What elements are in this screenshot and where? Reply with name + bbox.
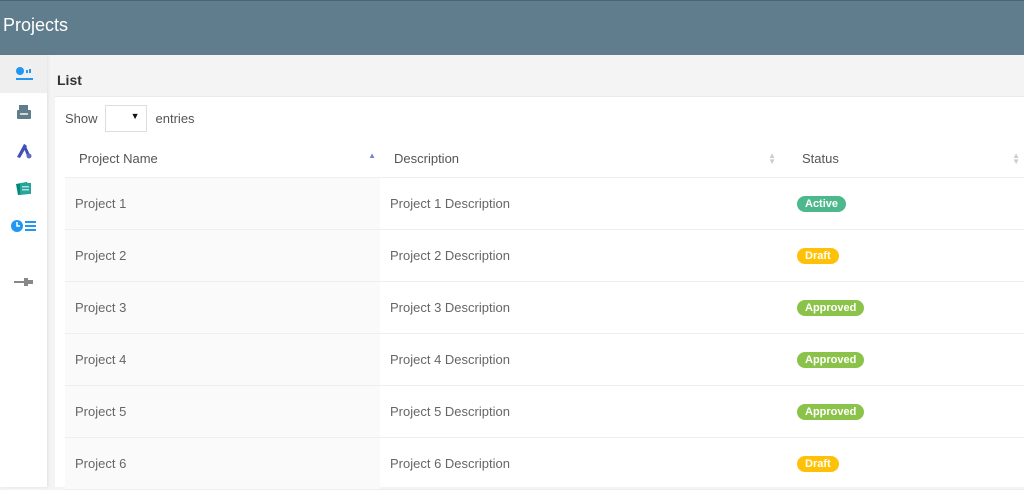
status-cell: Draft xyxy=(780,437,1024,490)
projects-table: Project Name ▲ Description ▲ ▼ Status ▲ ▼ Pro… xyxy=(65,141,1024,490)
sort-icon: ▲ ▼ xyxy=(768,151,776,166)
pin-icon xyxy=(13,278,33,286)
clock-list-icon xyxy=(10,220,36,232)
status-badge: Draft xyxy=(797,247,839,264)
sidebar-item-tools[interactable] xyxy=(0,131,47,169)
status-badge: Approved xyxy=(797,403,865,420)
app-header: Projects xyxy=(0,0,1024,55)
dashboard-icon xyxy=(15,67,33,80)
page-title: Projects xyxy=(3,15,69,35)
column-header-status[interactable]: Status ▲ ▼ xyxy=(780,141,1024,178)
description-cell: Project 2 Description xyxy=(380,229,780,282)
show-label: Show xyxy=(65,111,98,126)
entries-length-control: Show ▼ entries xyxy=(65,105,195,132)
column-header-project-name[interactable]: Project Name ▲ xyxy=(65,141,380,178)
column-label: Status xyxy=(802,151,839,167)
table-row[interactable]: Project 3 Project 3 Description Approved xyxy=(65,281,1024,334)
project-name-cell: Project 2 xyxy=(65,229,380,282)
status-badge: Active xyxy=(797,195,847,212)
table-row[interactable]: Project 6 Project 6 Description Draft xyxy=(65,437,1024,490)
sidebar-pin-button[interactable] xyxy=(0,263,47,301)
description-cell: Project 1 Description xyxy=(380,177,780,230)
column-label: Project Name xyxy=(79,151,158,167)
list-title: List xyxy=(57,72,82,88)
sidebar xyxy=(0,55,47,487)
status-cell: Active xyxy=(780,177,1024,230)
sidebar-item-schedule[interactable] xyxy=(0,207,47,245)
column-label: Description xyxy=(394,151,460,167)
main-content: List Show ▼ entries Project Name ▲ Descri… xyxy=(47,55,1024,490)
status-cell: Approved xyxy=(780,281,1024,334)
entries-select[interactable]: ▼ xyxy=(104,105,147,132)
project-name-cell: Project 1 xyxy=(65,177,380,230)
tools-icon xyxy=(16,144,31,159)
list-card: Show ▼ entries Project Name ▲ Description… xyxy=(55,96,1024,490)
printer-icon xyxy=(16,105,31,119)
table-row[interactable]: Project 4 Project 4 Description Approved xyxy=(65,333,1024,386)
description-cell: Project 4 Description xyxy=(380,333,780,386)
column-header-description[interactable]: Description ▲ ▼ xyxy=(380,141,780,178)
project-name-cell: Project 4 xyxy=(65,333,380,386)
description-cell: Project 6 Description xyxy=(380,437,780,490)
sidebar-item-notes[interactable] xyxy=(0,169,47,207)
status-badge: Approved xyxy=(797,351,865,368)
status-cell: Approved xyxy=(780,333,1024,386)
table-row[interactable]: Project 1 Project 1 Description Active xyxy=(65,177,1024,230)
status-badge: Draft xyxy=(797,455,839,472)
table-row[interactable]: Project 2 Project 2 Description Draft xyxy=(65,229,1024,282)
sidebar-item-print[interactable] xyxy=(0,93,47,131)
status-cell: Draft xyxy=(780,229,1024,282)
table-row[interactable]: Project 5 Project 5 Description Approved xyxy=(65,385,1024,438)
project-name-cell: Project 6 xyxy=(65,437,380,490)
status-badge: Approved xyxy=(797,299,865,316)
description-cell: Project 5 Description xyxy=(380,385,780,438)
entries-label: entries xyxy=(155,111,195,126)
project-name-cell: Project 5 xyxy=(65,385,380,438)
caret-down-icon: ▼ xyxy=(130,111,140,121)
status-cell: Approved xyxy=(780,385,1024,438)
sidebar-item-dashboard[interactable] xyxy=(0,55,47,93)
sort-asc-icon: ▲ xyxy=(368,151,376,160)
sort-icon: ▲ ▼ xyxy=(1012,151,1020,166)
description-cell: Project 3 Description xyxy=(380,281,780,334)
project-name-cell: Project 3 xyxy=(65,281,380,334)
notes-icon xyxy=(15,182,31,195)
